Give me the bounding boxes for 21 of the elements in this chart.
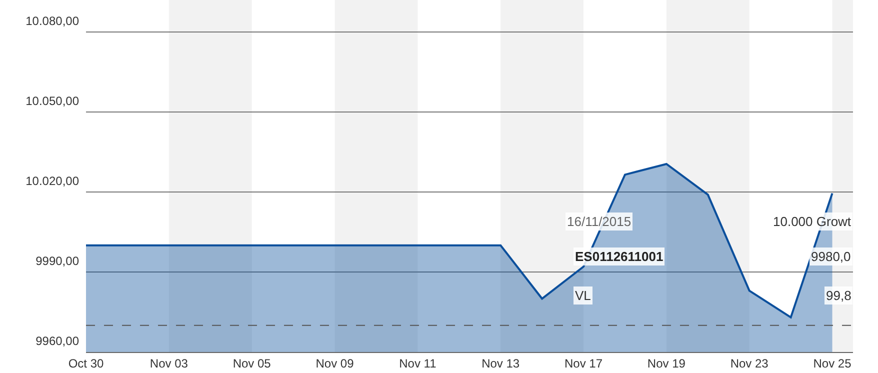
x-tick-label: Nov 13 [482,356,520,370]
annotation: VL [575,288,591,303]
x-tick-label: Nov 09 [316,356,354,370]
x-tick-label: Nov 05 [232,356,272,370]
x-tick-label: Nov 19 [647,356,686,370]
y-tick-label: 9960,00 [36,334,80,348]
annotation: 10.000 Growt [773,214,852,229]
y-tick-label: 10.020,00 [26,174,80,188]
x-tick-label: Oct 30 [68,356,104,370]
x-tick-label: Nov 03 [150,356,188,370]
annotation: ES0112611001 [575,249,664,264]
annotation: 9980,0 [811,249,851,264]
y-tick-label: 10.080,00 [26,14,80,28]
y-tick-label: 9990,00 [36,254,80,268]
x-tick-label: Nov 23 [730,356,769,370]
x-tick-label: Nov 11 [399,356,437,370]
annotation: 99,8 [826,288,852,303]
y-tick-label: 10.050,00 [26,94,80,108]
x-tick-label: Nov 17 [564,356,603,370]
x-tick-label: Nov 25 [813,356,852,370]
annotation: 16/11/2015 [567,214,632,229]
